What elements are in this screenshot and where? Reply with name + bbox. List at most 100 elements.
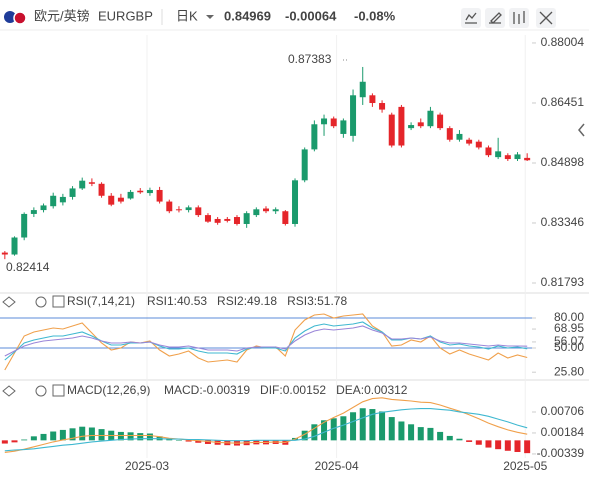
legend-entry: DEA:0.00312 — [336, 383, 408, 397]
candle-body — [137, 190, 144, 193]
low-annotation: 0.82414 — [6, 260, 50, 274]
macd-bar — [369, 409, 376, 441]
y-tick-label: 0.84898 — [541, 155, 585, 169]
y-tick-label: 80.00 — [554, 310, 584, 324]
macd-bar — [69, 428, 76, 441]
candle-body — [292, 180, 299, 224]
price-change-pct: -0.08% — [354, 8, 396, 23]
x-tick-label: 2025-04 — [315, 459, 359, 473]
macd-bar — [98, 429, 105, 441]
candle-body — [214, 218, 221, 223]
y-tick-label: 56.07 — [554, 334, 584, 348]
last-price: 0.84969 — [224, 8, 271, 23]
collapse-arrow[interactable] — [578, 123, 585, 137]
candle-body — [11, 237, 18, 255]
y-tick-label: 0.83346 — [541, 215, 585, 229]
candle-body — [21, 213, 28, 238]
eye-icon[interactable] — [2, 296, 16, 308]
candle-body — [388, 114, 395, 146]
tool-icon — [489, 12, 502, 24]
candle-body — [466, 139, 473, 144]
macd-bar — [301, 430, 308, 441]
macd-bar — [475, 440, 482, 445]
candle-body — [69, 188, 76, 197]
candle-body — [272, 209, 279, 212]
series-line — [4, 325, 528, 357]
candle-body — [204, 215, 211, 222]
series-line — [4, 397, 528, 453]
x-tick-label: 2025-05 — [503, 459, 547, 473]
candle-body — [350, 95, 357, 136]
candle-body — [40, 205, 47, 211]
macd-bar — [456, 438, 463, 441]
candle-body — [369, 95, 376, 104]
checkbox[interactable] — [52, 295, 65, 308]
candle-body — [1, 252, 8, 255]
candle-body — [427, 110, 434, 127]
macd-bar — [185, 440, 192, 442]
legend-entry: RSI1:40.53 — [147, 294, 207, 308]
y-tick-label: 0.00706 — [541, 404, 585, 418]
macd-bar — [350, 412, 357, 441]
macd-bar — [388, 417, 395, 441]
candle-body — [195, 207, 202, 216]
macd-bar — [11, 440, 18, 443]
candle-body — [456, 133, 463, 140]
period[interactable]: 日K — [176, 8, 198, 23]
candle-body — [88, 182, 95, 184]
candle-body — [514, 154, 521, 160]
period-caret[interactable] — [206, 15, 214, 19]
candle-body — [156, 189, 163, 202]
macd-bar — [398, 421, 405, 441]
candle-body — [263, 208, 269, 212]
macd-bar — [379, 411, 386, 441]
macd-bar — [59, 429, 66, 441]
macd-bar — [330, 418, 337, 441]
macd-bar — [514, 440, 521, 452]
eye-icon[interactable] — [2, 385, 16, 397]
candle-body — [504, 155, 511, 160]
settings-icon[interactable] — [35, 296, 47, 308]
candle-body — [379, 103, 386, 110]
candle-body — [108, 195, 115, 205]
candle-body — [437, 114, 444, 129]
macd-bar — [485, 440, 492, 448]
macd-bar — [524, 440, 531, 454]
candle-body — [146, 189, 153, 194]
candle-body — [30, 210, 37, 214]
candle-body — [79, 180, 86, 189]
settings-icon[interactable] — [35, 385, 47, 397]
rsi-header: RSI(7,14,21) — [2, 294, 135, 308]
macd-bar — [195, 440, 202, 443]
candle-body — [321, 118, 328, 125]
tool-button[interactable] — [485, 8, 505, 28]
macd-bar — [1, 440, 8, 444]
candle-body — [59, 196, 66, 203]
macd-title: MACD(12,26,9) — [67, 383, 150, 397]
macd-bar — [417, 427, 424, 441]
legend-entry: DIF:0.00152 — [260, 383, 326, 397]
y-tick-label: 0.81793 — [541, 275, 585, 289]
symbol: EURGBP — [98, 8, 153, 23]
candle-body — [253, 209, 260, 216]
flag-eu — [4, 11, 16, 23]
candle-body — [127, 191, 134, 199]
candle-body — [301, 149, 308, 181]
tool-icon — [465, 12, 477, 24]
y-tick-label: 68.95 — [554, 321, 584, 335]
macd-bar — [495, 440, 502, 450]
candle-body — [233, 217, 240, 224]
legend-entry: MACD:-0.00319 — [164, 383, 250, 397]
macd-bar — [137, 433, 144, 441]
candle-body — [282, 211, 289, 224]
candle-body — [340, 120, 347, 134]
checkbox[interactable] — [52, 384, 65, 397]
tool-button[interactable] — [461, 8, 481, 28]
candle-body — [398, 106, 405, 146]
candle-body — [485, 147, 492, 156]
y-tick-label: 25.80 — [554, 364, 584, 378]
y-tick-label: 0.88004 — [541, 35, 585, 49]
macd-bar — [437, 431, 444, 441]
candle-body — [311, 124, 318, 150]
macd-bar — [50, 431, 57, 441]
